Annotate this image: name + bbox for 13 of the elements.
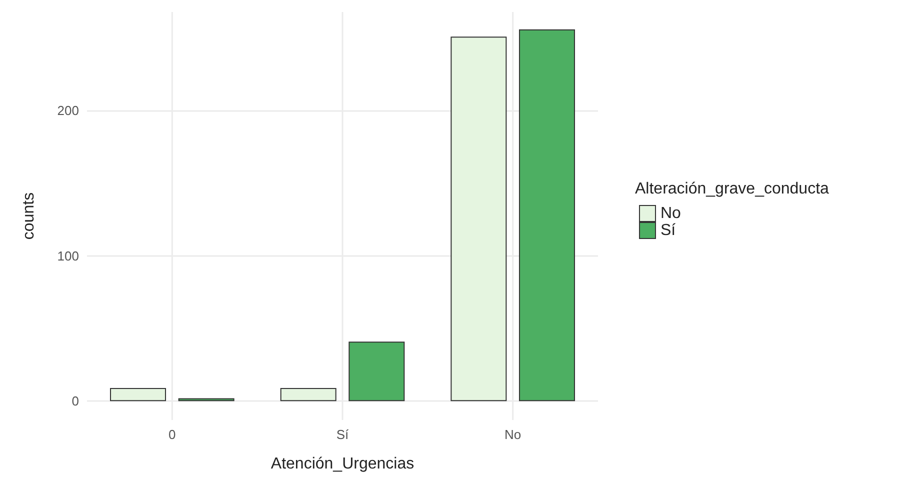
x-tick-label: Sí — [336, 427, 350, 442]
x-tick-label: 0 — [168, 427, 176, 442]
y-tick-label: 0 — [72, 394, 79, 409]
y-tick-label: 100 — [57, 248, 79, 264]
x-tick-label: No — [504, 427, 522, 442]
legend-title: Alteración_grave_conducta — [635, 180, 830, 198]
y-axis-title: counts — [20, 192, 38, 240]
x-axis-title: Atención_Urgencias — [270, 456, 414, 472]
bar — [518, 29, 575, 402]
y-tick-label: 200 — [57, 103, 79, 118]
legend-label: Sí — [660, 222, 676, 239]
bar — [348, 342, 405, 402]
legend-label: No — [660, 205, 682, 222]
